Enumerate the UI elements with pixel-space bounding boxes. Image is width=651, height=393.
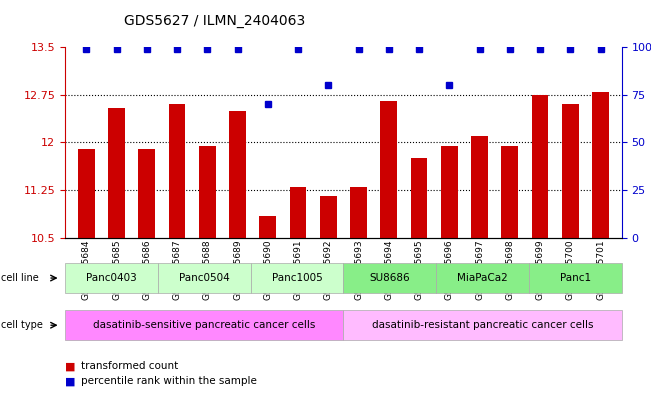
Text: Panc1005: Panc1005 [271, 273, 322, 283]
Text: transformed count: transformed count [81, 361, 178, 371]
Text: Panc0403: Panc0403 [86, 273, 137, 283]
Bar [411, 158, 427, 238]
Bar [350, 187, 367, 238]
Bar [169, 105, 186, 238]
Text: cell type: cell type [1, 320, 43, 330]
Bar [471, 136, 488, 238]
Text: dasatinib-sensitive pancreatic cancer cells: dasatinib-sensitive pancreatic cancer ce… [93, 320, 316, 330]
Text: MiaPaCa2: MiaPaCa2 [457, 273, 508, 283]
Bar [501, 146, 518, 238]
Text: cell line: cell line [1, 273, 39, 283]
Bar [441, 146, 458, 238]
Text: GDS5627 / ILMN_2404063: GDS5627 / ILMN_2404063 [124, 14, 305, 28]
Bar [139, 149, 155, 238]
Bar [592, 92, 609, 238]
Text: Panc0504: Panc0504 [179, 273, 230, 283]
Bar [108, 108, 125, 238]
Bar [532, 95, 548, 238]
Bar [78, 149, 94, 238]
Text: ■: ■ [65, 376, 76, 386]
Bar [260, 215, 276, 238]
Bar [320, 196, 337, 238]
Bar [199, 146, 215, 238]
Text: ■: ■ [65, 361, 76, 371]
Text: percentile rank within the sample: percentile rank within the sample [81, 376, 257, 386]
Bar [290, 187, 307, 238]
Text: Panc1: Panc1 [560, 273, 591, 283]
Text: SU8686: SU8686 [370, 273, 410, 283]
Bar [229, 111, 246, 238]
Bar [562, 105, 579, 238]
Text: dasatinib-resistant pancreatic cancer cells: dasatinib-resistant pancreatic cancer ce… [372, 320, 593, 330]
Bar [380, 101, 397, 238]
